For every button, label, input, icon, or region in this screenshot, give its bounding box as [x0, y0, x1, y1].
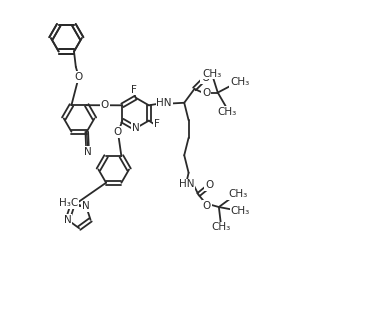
Text: O: O — [202, 88, 210, 98]
Text: N: N — [82, 201, 90, 211]
Text: O: O — [114, 127, 122, 137]
Text: F: F — [154, 118, 160, 129]
Text: HN: HN — [179, 179, 195, 189]
Text: CH₃: CH₃ — [230, 77, 249, 87]
Text: N: N — [132, 123, 139, 133]
Text: O: O — [75, 72, 83, 82]
Text: N: N — [64, 215, 71, 225]
Text: F: F — [131, 85, 137, 95]
Text: CH₃: CH₃ — [217, 106, 236, 117]
Text: H₃C: H₃C — [59, 198, 79, 208]
Text: CH₃: CH₃ — [228, 189, 247, 199]
Text: CH₃: CH₃ — [230, 206, 250, 216]
Text: O: O — [203, 201, 211, 211]
Text: O: O — [100, 100, 109, 110]
Text: O: O — [205, 180, 213, 190]
Text: HN: HN — [156, 99, 172, 108]
Text: O: O — [201, 73, 209, 83]
Text: CH₃: CH₃ — [203, 69, 222, 79]
Text: CH₃: CH₃ — [211, 222, 230, 233]
Text: N: N — [83, 147, 92, 157]
